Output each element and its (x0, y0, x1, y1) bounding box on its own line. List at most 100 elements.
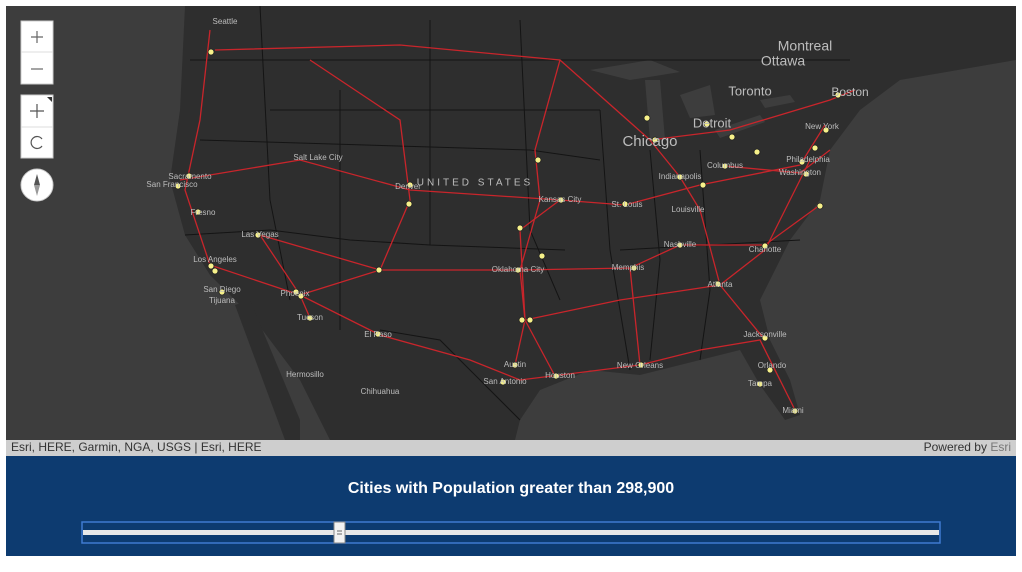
place-label: Atlanta (708, 280, 733, 289)
place-label: San Antonio (483, 377, 527, 386)
city-marker (630, 264, 638, 272)
place-label: Los Angeles (193, 255, 237, 264)
place-label: New York (805, 122, 840, 131)
city-marker (375, 266, 383, 274)
esri-link[interactable]: Esri (990, 440, 1011, 454)
city-marker (834, 91, 842, 99)
place-label: Seattle (213, 17, 238, 26)
city-marker (822, 126, 830, 134)
place-label: San Diego (203, 285, 241, 294)
city-marker (552, 372, 560, 380)
baja (235, 300, 300, 440)
city-marker (218, 288, 226, 296)
city-marker (816, 202, 824, 210)
place-label: Chicago (622, 133, 677, 150)
place-label: Hermosillo (286, 370, 324, 379)
city-marker (651, 136, 659, 144)
place-label: Indianapolis (659, 172, 702, 181)
city-marker (761, 334, 769, 342)
place-label: Phoenix (281, 289, 310, 298)
slider-thumb[interactable] (333, 521, 346, 544)
place-label: Orlando (758, 361, 787, 370)
city-marker (753, 148, 761, 156)
city-marker (174, 182, 182, 190)
city-marker (306, 314, 314, 322)
place-label: Tucson (297, 313, 323, 322)
zoom-control (20, 20, 54, 85)
place-label: Louisville (672, 205, 705, 214)
place-label: Sacramento (168, 172, 212, 181)
city-marker (526, 316, 534, 324)
city-marker (676, 241, 684, 249)
city-marker (766, 366, 774, 374)
city-marker (207, 262, 215, 270)
place-label: Las Vegas (241, 230, 278, 239)
nav-toggle (20, 94, 54, 159)
place-label: Oklahoma City (492, 265, 544, 274)
city-marker (761, 242, 769, 250)
city-marker (514, 266, 522, 274)
slider-panel (6, 456, 1016, 556)
zoom-in[interactable] (31, 31, 43, 43)
city-marker (643, 114, 651, 122)
city-marker (534, 156, 542, 164)
land (170, 6, 1016, 440)
place-label: Toronto (728, 83, 771, 98)
place-label: Philadelphia (786, 155, 830, 164)
city-marker (207, 48, 215, 56)
place-label: Nashville (664, 240, 697, 249)
city-marker (211, 267, 219, 275)
city-marker (538, 252, 546, 260)
city-marker (728, 133, 736, 141)
place-label: UNITED STATES (417, 178, 533, 189)
city-marker (621, 200, 629, 208)
city-markers (174, 48, 842, 415)
city-marker (721, 162, 729, 170)
slider-rail (83, 530, 939, 535)
city-marker (297, 292, 305, 300)
city-marker (676, 173, 684, 181)
place-label: Austin (504, 360, 526, 369)
place-label: Salt Lake City (293, 153, 342, 162)
slider-track[interactable] (81, 521, 941, 544)
city-marker (292, 288, 300, 296)
city-marker (703, 120, 711, 128)
place-label: Tijuana (209, 296, 235, 305)
city-marker (637, 361, 645, 369)
pan-button[interactable] (30, 104, 44, 118)
place-label: Montreal (778, 38, 832, 54)
place-label: Jacksonville (743, 330, 787, 339)
city-marker (714, 280, 722, 288)
city-marker (499, 378, 507, 386)
powered-by: Powered by Esri (924, 440, 1011, 454)
city-marker (185, 172, 193, 180)
rotate-button[interactable] (30, 135, 43, 150)
place-label: San Francisco (146, 180, 198, 189)
place-label: Chihuahua (361, 387, 400, 396)
place-label: St. Louis (611, 200, 642, 209)
city-marker (194, 208, 202, 216)
place-label: Memphis (612, 263, 644, 272)
city-marker (798, 158, 806, 166)
place-label: Washington (779, 168, 821, 177)
city-marker (511, 361, 519, 369)
city-marker (406, 181, 414, 189)
city-marker (791, 407, 799, 415)
city-marker (254, 231, 262, 239)
place-label: New Orleans (617, 361, 663, 370)
slider-label: Cities with Population greater than 298,… (348, 480, 674, 497)
powered-by-text: Powered by (924, 440, 987, 454)
city-marker (374, 330, 382, 338)
city-marker (802, 170, 810, 178)
city-marker (518, 316, 526, 324)
attribution-bar (6, 440, 1016, 456)
city-marker (811, 144, 819, 152)
city-marker (557, 196, 565, 204)
place-label: Miami (782, 406, 804, 415)
place-label: Boston (831, 85, 868, 99)
place-label: El Paso (364, 330, 392, 339)
place-label: Detroit (693, 115, 732, 130)
